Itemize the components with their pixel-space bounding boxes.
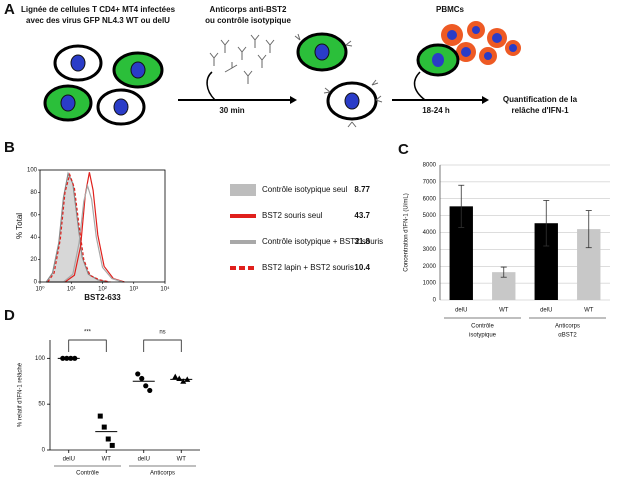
x-tick-label: WT xyxy=(584,308,594,314)
x-tick-label: delU xyxy=(138,457,150,463)
data-point xyxy=(135,371,141,377)
x-tick-label: WT xyxy=(177,457,187,463)
data-point xyxy=(143,383,149,389)
y-tick-label: 0 xyxy=(433,298,437,304)
histogram-curve xyxy=(47,172,111,283)
y-tick-label: 2000 xyxy=(423,264,437,270)
x-tick-label: delU xyxy=(540,308,552,314)
bar xyxy=(449,206,473,300)
group-label: Anticorps xyxy=(150,471,175,477)
step-text: Lignée de cellules T CD4+ MT4 infectées xyxy=(21,5,176,14)
y-tick-label: 20 xyxy=(30,257,37,263)
panel-label: B xyxy=(4,139,15,156)
y-axis-label: Concentration d'IFN-1 (U/mL) xyxy=(404,193,410,272)
time-label: 18-24 h xyxy=(422,106,450,115)
data-point xyxy=(147,387,153,394)
y-tick-label: 1000 xyxy=(423,281,437,287)
y-tick-label: 0 xyxy=(42,448,46,454)
y-tick-label: 50 xyxy=(38,402,45,408)
group-label: αBST2 xyxy=(558,333,577,339)
infected-cells xyxy=(43,44,164,126)
y-tick-label: 7000 xyxy=(423,179,437,185)
time-label: 30 min xyxy=(219,106,244,115)
y-tick-label: 6000 xyxy=(423,196,437,202)
data-point xyxy=(180,378,187,384)
bar xyxy=(577,229,601,300)
x-tick-label: 10³ xyxy=(129,287,138,293)
bar xyxy=(534,223,558,300)
x-tick-label: 10⁴ xyxy=(160,286,170,293)
histogram-curve xyxy=(45,171,109,283)
antibody-coated-cells xyxy=(294,32,383,128)
legend-label: Contrôle isotypique + BST2 souris xyxy=(262,237,383,246)
significance-label: ns xyxy=(159,330,165,336)
step-text: ou contrôle isotypique xyxy=(205,16,291,25)
x-tick-label: WT xyxy=(499,308,509,314)
group-label: Contrôle xyxy=(471,324,494,330)
data-point xyxy=(139,375,145,382)
x-tick-label: 10¹ xyxy=(67,287,76,293)
legend-value: 8.77 xyxy=(354,185,370,194)
step-text: Quantification de la xyxy=(503,95,578,104)
legend-label: BST2 souris seul xyxy=(262,211,323,220)
y-tick-label: 100 xyxy=(27,168,38,174)
panel-label: C xyxy=(398,141,409,158)
step-text: relâche d'IFN-1 xyxy=(511,106,569,115)
y-tick-label: 0 xyxy=(34,280,38,286)
histogram-curve xyxy=(64,172,125,283)
pbmc-cells xyxy=(416,21,521,77)
legend-value: 43.7 xyxy=(354,211,370,220)
histogram-curve xyxy=(63,183,123,283)
antibodies xyxy=(209,34,275,84)
step-text: Anticorps anti-BST2 xyxy=(210,5,287,14)
y-tick-label: 5000 xyxy=(423,213,437,219)
x-tick-label: delU xyxy=(455,308,467,314)
data-point xyxy=(172,373,179,380)
arrowhead xyxy=(290,96,297,104)
legend-label: BST2 lapin + BST2 souris xyxy=(262,263,354,272)
x-tick-label: WT xyxy=(102,457,112,463)
panel-label: A xyxy=(4,1,15,18)
y-tick-label: 100 xyxy=(35,356,46,362)
y-tick-label: 4000 xyxy=(423,230,437,236)
panel-label: D xyxy=(4,307,15,324)
data-point xyxy=(105,436,111,442)
legend-value: 31.8 xyxy=(354,237,370,246)
arrowhead xyxy=(482,96,489,104)
bar xyxy=(492,272,516,300)
x-tick-label: delU xyxy=(63,457,75,463)
legend-swatch xyxy=(230,184,256,196)
y-tick-label: 3000 xyxy=(423,247,437,253)
significance-label: *** xyxy=(84,330,92,336)
group-label: Anticorps xyxy=(555,324,580,330)
x-axis-label: BST2-633 xyxy=(84,293,121,302)
y-axis-label: % relatif d'IFN-1 relâché xyxy=(18,362,24,427)
arrow-curve xyxy=(413,71,426,101)
significance-bracket xyxy=(68,339,107,352)
legend-value: 10.4 xyxy=(354,263,370,272)
y-tick-label: 8000 xyxy=(423,163,437,169)
data-point xyxy=(109,442,115,448)
y-axis-label: % Total xyxy=(15,213,24,239)
group-label: isotypique xyxy=(469,333,497,339)
y-tick-label: 40 xyxy=(30,235,37,241)
data-point xyxy=(101,424,107,430)
arrow-curve xyxy=(206,71,216,101)
y-tick-label: 60 xyxy=(30,212,37,218)
x-tick-label: 10² xyxy=(98,287,107,293)
significance-bracket xyxy=(143,339,182,352)
data-point xyxy=(97,413,103,419)
step-text: avec des virus GFP NL4.3 WT ou delU xyxy=(26,16,170,25)
y-tick-label: 80 xyxy=(30,190,37,196)
x-tick-label: 10⁰ xyxy=(35,286,45,293)
step-text: PBMCs xyxy=(436,5,465,14)
legend-label: Contrôle isotypique seul xyxy=(262,185,348,194)
group-label: Contrôle xyxy=(76,471,99,477)
